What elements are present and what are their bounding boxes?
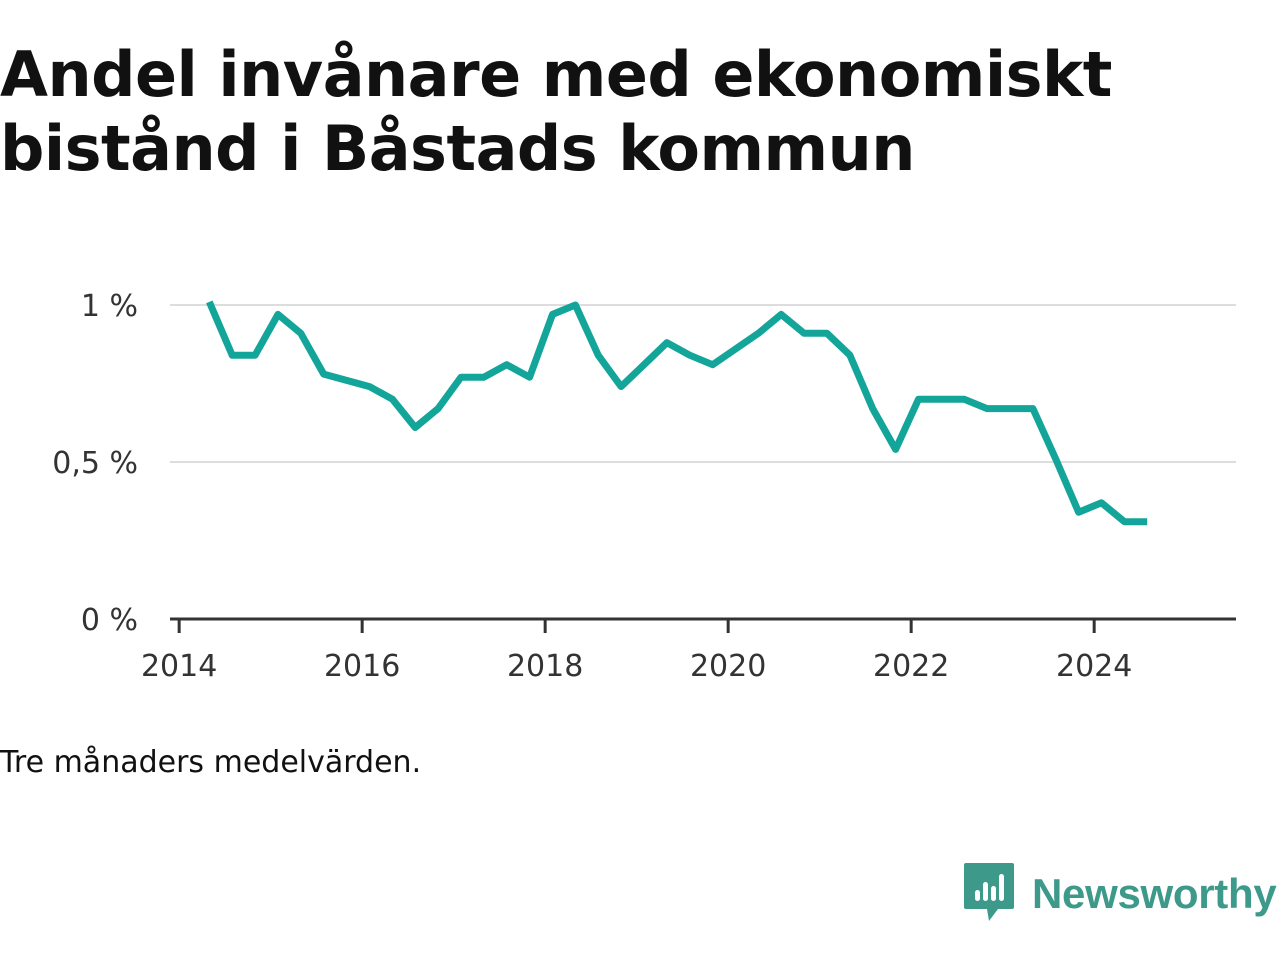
- x-tick-label: 2016: [324, 649, 400, 684]
- brand-logo: Newsworthy: [964, 862, 1277, 926]
- y-tick-label: 1 %: [81, 289, 138, 324]
- bar-chart-speech-bubble-icon: [964, 863, 1014, 921]
- x-tick-label: 2018: [507, 649, 583, 684]
- x-tick-label: 2020: [690, 649, 766, 684]
- y-tick-label: 0,5 %: [52, 446, 138, 481]
- chart-footnote: Tre månaders medelvärden.: [0, 745, 422, 780]
- axis-layer: 0 % 0,5 % 1 % 2014 2016 2018 2020 2022 2024: [52, 289, 1236, 684]
- series-line: [206, 300, 1148, 526]
- x-tick-label: 2024: [1056, 649, 1132, 684]
- y-tick-label: 0 %: [81, 603, 138, 638]
- x-tick-label: 2022: [873, 649, 949, 684]
- brand-name: Newsworthy: [1032, 870, 1277, 917]
- x-tick-label: 2014: [141, 649, 217, 684]
- chart-title: Andel invånare med ekonomiskt bistånd i …: [0, 38, 1112, 185]
- grid-layer: [170, 304, 1236, 463]
- series-layer: [206, 300, 1148, 526]
